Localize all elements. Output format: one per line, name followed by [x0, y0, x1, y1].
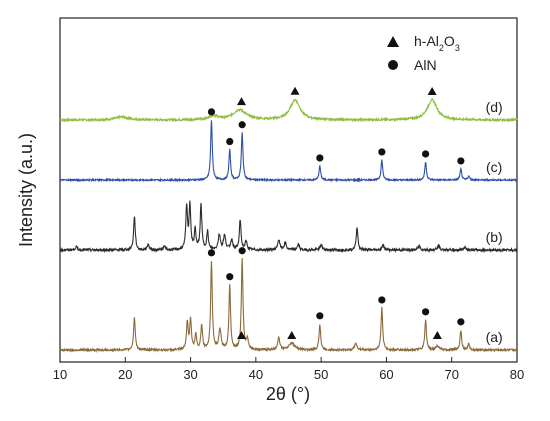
aln-peak-marker [226, 273, 234, 281]
al2o3-peak-marker [236, 331, 246, 339]
legend: h-Al2O3 AlN [387, 33, 460, 73]
al2o3-peak-marker [427, 86, 437, 95]
x-tick-label: 40 [249, 367, 263, 382]
aln-peak-marker [422, 308, 430, 316]
x-tick-label: 60 [379, 367, 393, 382]
x-tick-label: 20 [118, 367, 132, 382]
legend-circle-marker [388, 60, 398, 70]
x-tick-label: 30 [183, 367, 197, 382]
legend-triangle-marker [387, 36, 399, 47]
legend-label-h-al2o3: h-Al2O3 [414, 33, 460, 53]
al2o3-peak-marker [287, 331, 297, 339]
series-label: (a) [486, 329, 503, 345]
aln-peak-marker [422, 150, 430, 158]
series-label: (c) [486, 159, 502, 175]
al2o3-peak-marker [236, 97, 246, 106]
aln-peak-marker [238, 121, 246, 129]
series-line-d [59, 98, 518, 123]
x-axis-label: 2θ (°) [266, 384, 310, 404]
aln-peak-marker [457, 157, 465, 165]
series-line-b [59, 200, 518, 254]
aln-peak-marker [238, 247, 246, 255]
aln-peak-marker [207, 249, 216, 257]
legend-label-aln: AlN [414, 57, 437, 73]
series-label: (d) [486, 99, 503, 115]
series-line-c [59, 120, 518, 183]
aln-peak-marker [378, 296, 386, 304]
al2o3-peak-marker [432, 331, 442, 339]
aln-peak-marker [226, 137, 234, 146]
x-tick-label: 50 [314, 367, 328, 382]
y-axis-label: Intensity (a.u.) [16, 133, 36, 247]
aln-peak-marker [316, 312, 324, 320]
series-label: (b) [486, 229, 503, 245]
x-tick-label: 10 [53, 367, 67, 382]
aln-peak-marker [316, 154, 324, 162]
plot-frame [59, 17, 518, 363]
x-tick-label: 80 [510, 367, 524, 382]
x-axis-ticks: 10 20 30 40 50 60 70 80 [53, 357, 524, 382]
series-layer: (d) (c) (b) (a) [59, 98, 518, 354]
series-line-a [59, 257, 518, 354]
aln-peak-marker [378, 148, 386, 156]
aln-peak-marker [457, 318, 465, 326]
x-tick-label: 70 [444, 367, 458, 382]
al2o3-peak-marker [290, 86, 300, 95]
marker-layer [207, 86, 465, 339]
aln-peak-marker [207, 108, 216, 116]
